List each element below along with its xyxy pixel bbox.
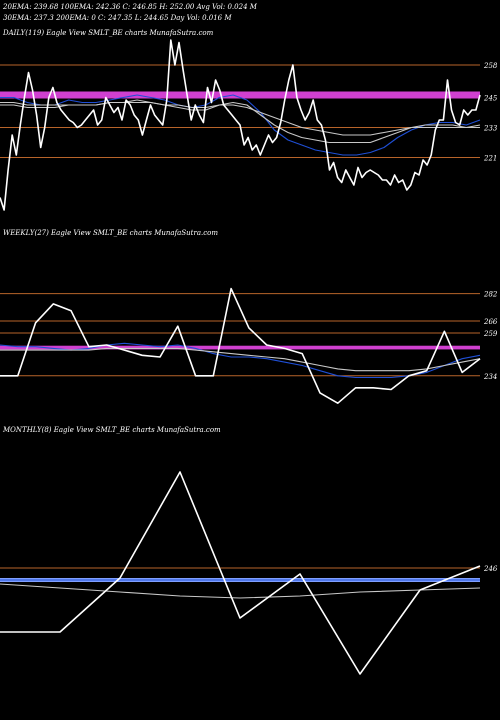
weekly-panel: WEEKLY(27) Eagle View SMLT_BE charts Mun…	[0, 229, 498, 405]
weekly-title: WEEKLY(27) Eagle View SMLT_BE charts Mun…	[3, 229, 218, 237]
level-label: 221	[483, 155, 497, 163]
level-label: 245	[483, 95, 498, 103]
level-label: 266	[483, 318, 498, 326]
level-label: 233	[483, 125, 498, 133]
series-line-ema-slow	[0, 583, 481, 599]
level-label: 234	[483, 373, 497, 381]
header-line-2: 30EMA: 237.3 200EMA: 0 C: 247.35 L: 244.…	[3, 14, 232, 22]
highlight-band	[0, 91, 480, 99]
level-label: 259	[483, 330, 498, 338]
daily-panel: DAILY(119) Eagle View SMLT_BE charts Mun…	[0, 29, 498, 211]
monthly-title: MONTHLY(8) Eagle View SMLT_BE charts Mun…	[2, 426, 221, 434]
monthly-panel: MONTHLY(8) Eagle View SMLT_BE charts Mun…	[0, 426, 498, 675]
daily-title: DAILY(119) Eagle View SMLT_BE charts Mun…	[2, 29, 214, 37]
header-line-1: 20EMA: 239.68 100EMA: 242.36 C: 246.85 H…	[2, 3, 258, 11]
series-line-price	[0, 471, 481, 675]
series-line-ema-30	[0, 347, 481, 372]
series-line-ema-20	[0, 342, 481, 379]
level-label: 246	[483, 565, 498, 573]
level-label: 282	[483, 291, 498, 299]
level-label: 258	[483, 62, 498, 70]
highlight-band	[0, 345, 480, 350]
series-line-price	[0, 39, 481, 211]
series-line-price	[0, 287, 481, 405]
series-line-ema-20	[0, 94, 481, 156]
series-line-ema-100	[0, 101, 481, 136]
